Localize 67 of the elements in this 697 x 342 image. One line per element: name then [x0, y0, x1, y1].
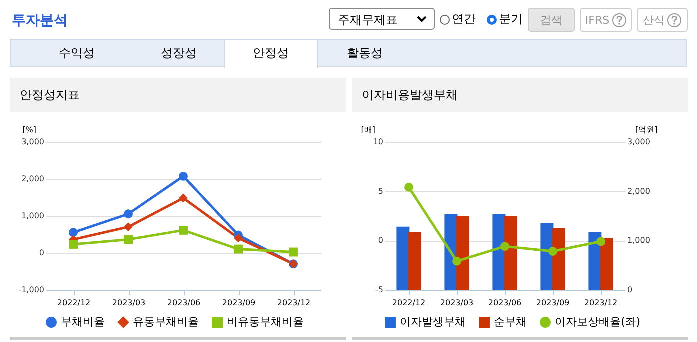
text: 분기	[499, 12, 523, 26]
point	[124, 222, 133, 232]
x-tick-label: 2023/09	[536, 298, 570, 308]
legend-label: 이자발생부채	[400, 316, 466, 329]
chart-title: 이자비용발생부채	[352, 78, 688, 112]
y2-axis-title: [억원]	[636, 126, 658, 134]
x-tick-label: 2023/06	[488, 298, 522, 308]
text: 연간	[452, 12, 476, 26]
text: 성장성	[160, 45, 198, 62]
legend-label: 이자보상배율(좌)	[555, 316, 641, 329]
y-axis-title: [배]	[361, 126, 376, 134]
x-tick-label: 2023/12	[584, 298, 618, 308]
bar	[504, 216, 518, 290]
y-tick-label: 0	[39, 248, 44, 258]
point	[596, 237, 606, 246]
y2-tick-label: 2,000	[628, 186, 650, 196]
x-tick-label: 2023/03	[440, 298, 474, 308]
bar	[600, 238, 614, 290]
x-tick-label: 2022/12	[57, 298, 91, 308]
point	[124, 235, 133, 244]
bar	[552, 228, 566, 290]
legend-label: 비유동부채비율	[227, 316, 304, 329]
bar	[408, 232, 422, 290]
y2-tick-label: 3,000	[628, 138, 650, 146]
bar	[456, 216, 470, 290]
point	[179, 172, 188, 181]
bar	[396, 226, 410, 290]
point	[404, 182, 414, 192]
point	[548, 247, 558, 256]
chart-title: 안정성지표	[10, 78, 346, 112]
point	[452, 256, 462, 266]
legend-label: 순부채	[494, 316, 527, 329]
y2-tick-label: 0	[628, 286, 633, 294]
point	[179, 226, 188, 235]
x-tick-label: 2023/12	[277, 298, 311, 308]
text: 주재무제표	[329, 8, 435, 30]
point	[179, 194, 188, 203]
text: 산식	[643, 14, 665, 27]
legend-label: 유동부채비율	[133, 316, 199, 329]
x-tick-label: 2023/09	[222, 298, 256, 308]
y2-tick-label: 1,000	[628, 236, 650, 246]
point	[234, 234, 243, 243]
point	[124, 210, 133, 219]
point	[69, 240, 78, 249]
y-tick-label: -5	[376, 286, 384, 294]
y-tick-label: 0	[378, 236, 384, 246]
y-tick-label: 1,000	[22, 212, 44, 220]
text: IFRS	[585, 14, 610, 27]
text: 검색	[540, 14, 562, 27]
point	[234, 244, 243, 254]
legend-label: 부채비율	[61, 316, 105, 329]
y-tick-label: 10	[373, 138, 384, 146]
y-tick-label: 5	[378, 186, 384, 196]
x-tick-label: 2023/06	[167, 298, 201, 308]
point	[289, 248, 298, 257]
x-tick-label: 2022/12	[392, 298, 426, 308]
y-tick-label: 2,000	[22, 174, 44, 184]
y-tick-label: -1,000	[18, 286, 44, 294]
x-tick-label: 2023/03	[112, 298, 146, 308]
y-tick-label: 3,000	[22, 138, 44, 146]
point	[69, 228, 78, 238]
text: 활동성	[346, 45, 384, 62]
y-axis-title: [%]	[22, 126, 36, 134]
point	[500, 242, 510, 252]
text: 수익성	[58, 45, 96, 62]
text: 투자분석	[12, 12, 68, 30]
text: 안정성	[224, 39, 318, 68]
